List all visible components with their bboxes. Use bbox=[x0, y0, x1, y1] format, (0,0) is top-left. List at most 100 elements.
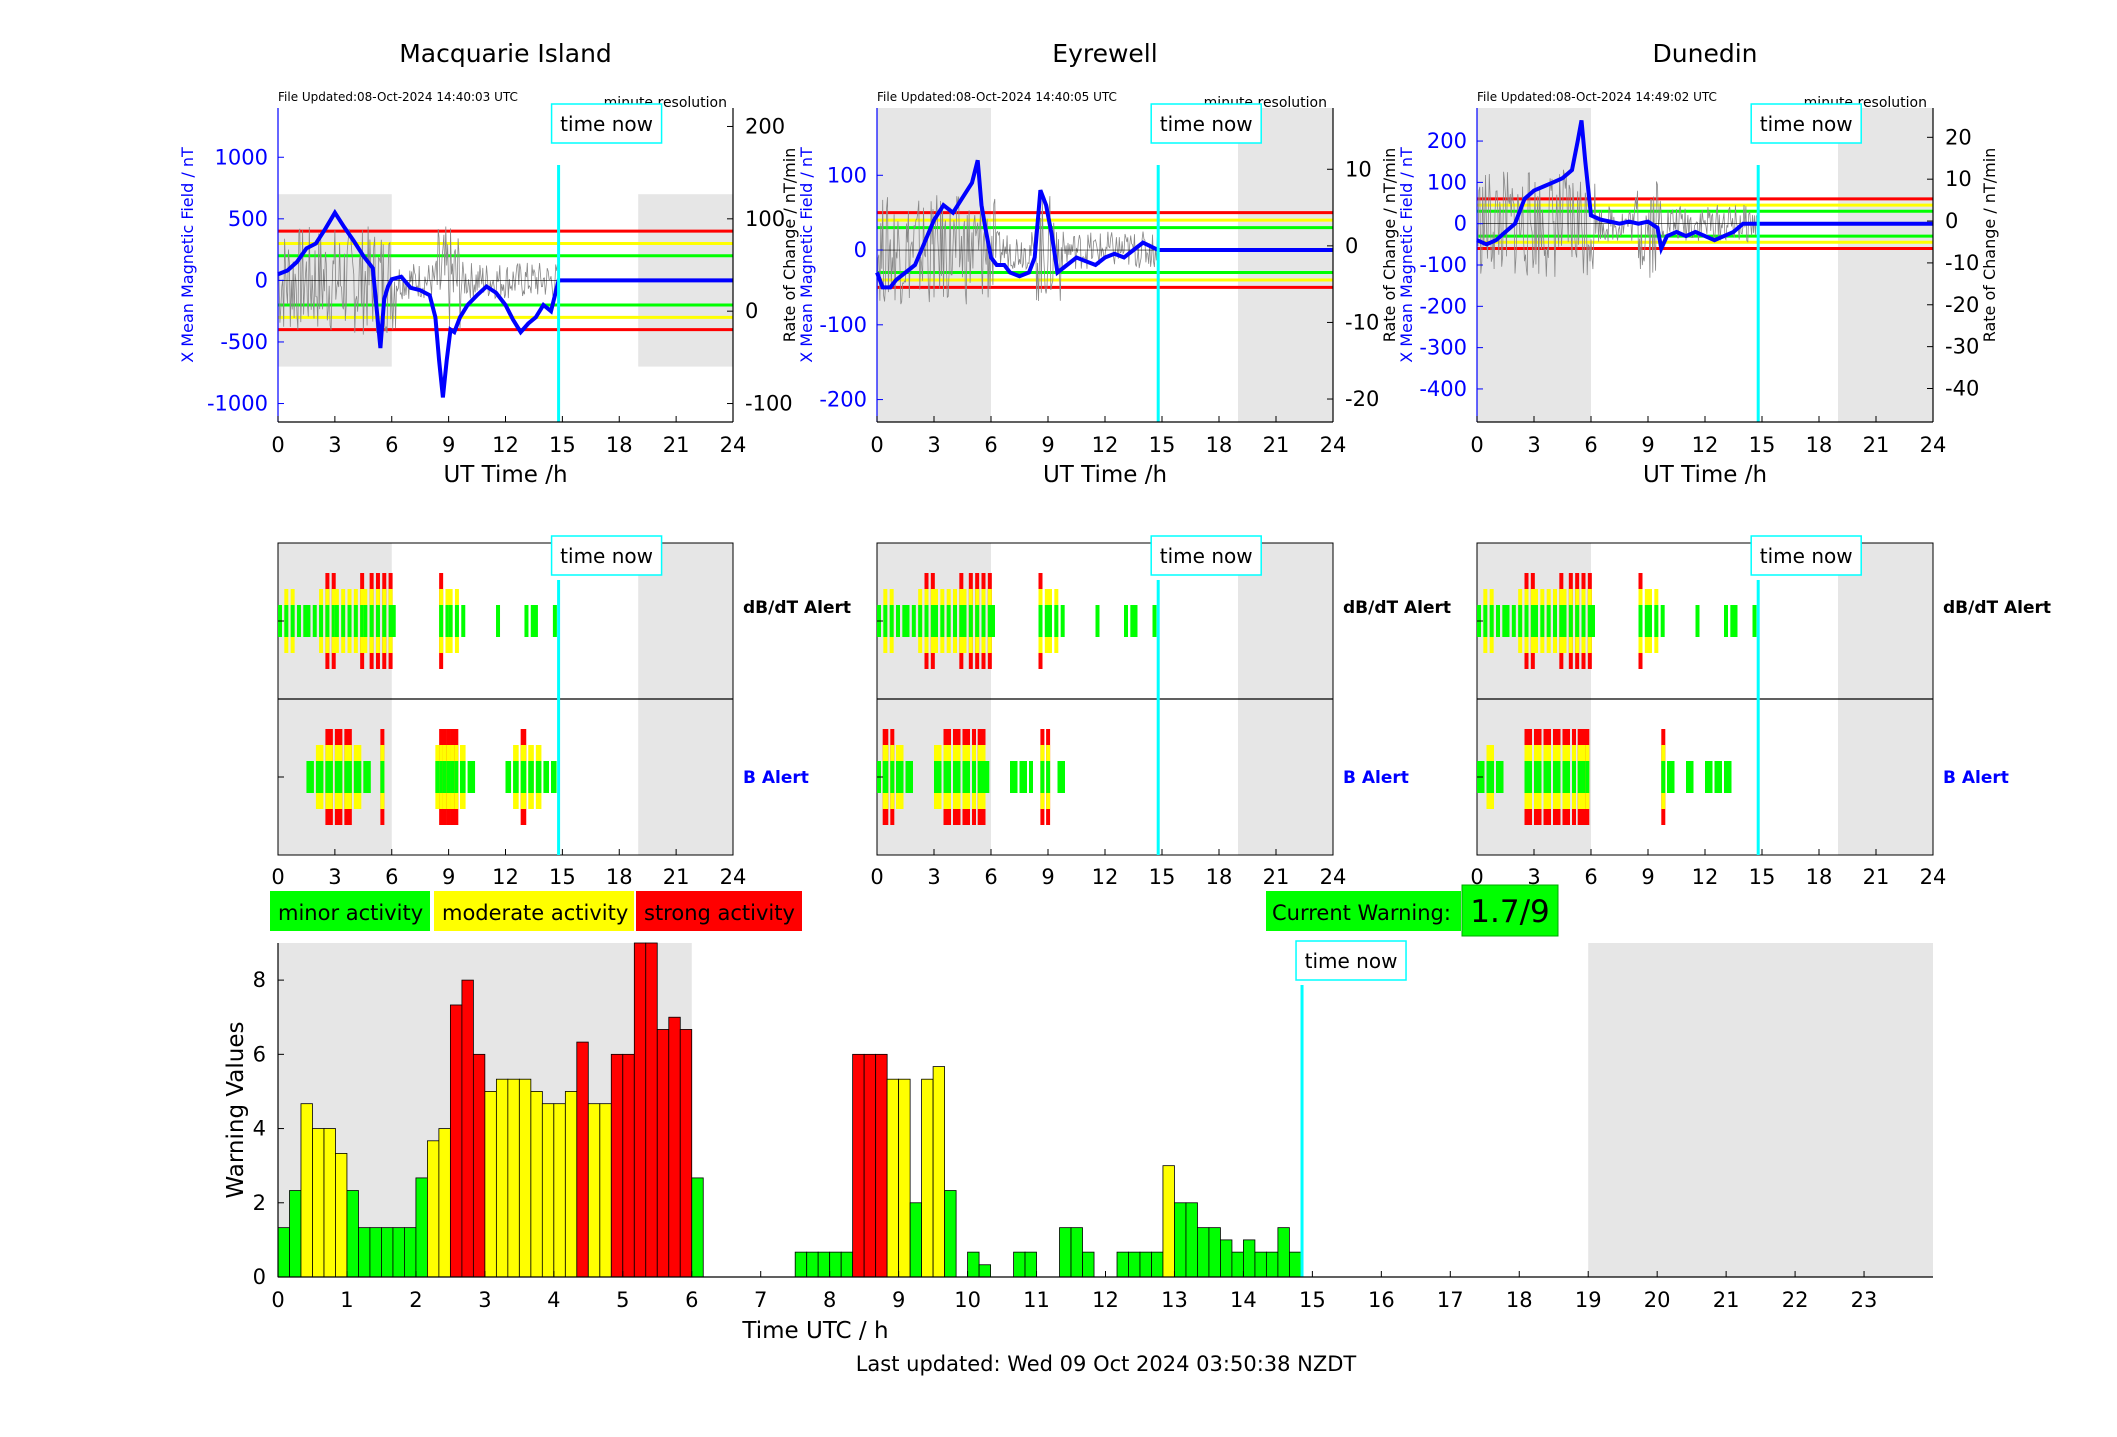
y-tick-left-label: -500 bbox=[220, 330, 268, 354]
x-tick-label: 21 bbox=[1713, 1288, 1740, 1312]
warning-bar bbox=[404, 1227, 417, 1278]
dbdt-alert-block bbox=[1044, 605, 1049, 637]
warning-bar bbox=[932, 1066, 945, 1278]
y-tick-left-label: -300 bbox=[1419, 336, 1467, 360]
dbdt-alert-block bbox=[924, 605, 929, 637]
warning-bar bbox=[323, 1128, 336, 1278]
x-tick-label: 2 bbox=[409, 1288, 422, 1312]
b-alert-block bbox=[981, 761, 986, 793]
b-alert-block bbox=[353, 761, 362, 793]
x-tick-label: 12 bbox=[1692, 865, 1719, 889]
b-alert-block bbox=[1040, 761, 1045, 793]
warning-bar bbox=[944, 1190, 957, 1278]
legend-label-moderate: moderate activity bbox=[442, 901, 628, 925]
warning-bar bbox=[358, 1227, 371, 1278]
y-tick-left-label: -1000 bbox=[207, 392, 268, 416]
dbdt-alert-block bbox=[312, 605, 317, 637]
x-tick-label: 23 bbox=[1851, 1288, 1878, 1312]
b-alert-block bbox=[344, 761, 352, 793]
alert-panel-1: time now 0 3 6 9 12 15 18 21 24 dB/dT Alert B Alert bbox=[271, 535, 851, 889]
b-alert-block bbox=[446, 761, 451, 793]
x-tick-label: 6 bbox=[1584, 433, 1597, 457]
y-tick-right-label: -10 bbox=[1945, 251, 1979, 275]
x-tick-label: 6 bbox=[385, 865, 398, 889]
dbdt-alert-block bbox=[975, 605, 980, 637]
time-now-label: time now bbox=[1760, 112, 1853, 136]
x-axis-label: Time UTC / h bbox=[741, 1318, 888, 1344]
x-tick-label: 24 bbox=[1320, 433, 1347, 457]
y-tick-right-label: 20 bbox=[1945, 125, 1972, 149]
warning-bar bbox=[1174, 1202, 1187, 1278]
dbdt-alert-block bbox=[940, 605, 945, 637]
x-tick-label: 1 bbox=[340, 1288, 353, 1312]
x-tick-label: 9 bbox=[442, 433, 455, 457]
time-now-label: time now bbox=[560, 544, 653, 568]
y-tick-right-label: -30 bbox=[1945, 335, 1979, 359]
warning-bar bbox=[564, 1091, 578, 1278]
y-tick-right-label: -40 bbox=[1945, 377, 1979, 401]
x-tick-label: 11 bbox=[1023, 1288, 1050, 1312]
dbdt-alert-block bbox=[1524, 605, 1529, 637]
x-tick-label: 10 bbox=[954, 1288, 981, 1312]
x-tick-label: 0 bbox=[1470, 433, 1483, 457]
warning-bar bbox=[1013, 1251, 1026, 1278]
b-alert-block bbox=[1661, 761, 1666, 793]
dbdt-alert-block bbox=[987, 605, 992, 637]
warning-bar bbox=[1024, 1251, 1037, 1278]
x-tick-label: 3 bbox=[478, 1288, 491, 1312]
x-tick-label: 24 bbox=[1920, 433, 1947, 457]
dbdt-alert-block bbox=[353, 605, 358, 637]
legend-label-strong: strong activity bbox=[644, 901, 795, 925]
dbdt-alert-block bbox=[454, 605, 459, 637]
dbdt-alert-block bbox=[496, 605, 501, 637]
night-shade bbox=[1588, 943, 1933, 1277]
warning-bar bbox=[541, 1103, 555, 1278]
warning-bar bbox=[794, 1251, 808, 1278]
rate-of-change-trace bbox=[876, 195, 1158, 305]
warning-bar bbox=[484, 1091, 497, 1278]
y-tick-right-label: -100 bbox=[745, 392, 793, 416]
b-alert-label: B Alert bbox=[1943, 768, 2009, 788]
y-tick-right-label: -20 bbox=[1345, 387, 1379, 411]
b-alert-block bbox=[1046, 761, 1051, 793]
x-tick-label: 6 bbox=[984, 433, 997, 457]
dbdt-alert-block bbox=[1133, 605, 1138, 637]
b-alert-block bbox=[1524, 761, 1532, 793]
station-panel-1: Macquarie Island File Updated:08-Oct-2024… bbox=[178, 39, 799, 488]
x-tick-label: 18 bbox=[1806, 865, 1833, 889]
x-tick-label: 12 bbox=[1692, 433, 1719, 457]
b-alert-block bbox=[1496, 761, 1504, 793]
time-now-label: time now bbox=[1160, 544, 1253, 568]
dbdt-alert-block bbox=[1505, 605, 1510, 637]
warning-bar bbox=[392, 1227, 405, 1278]
x-tick-label: 14 bbox=[1230, 1288, 1257, 1312]
warning-bar bbox=[1220, 1239, 1233, 1278]
y-tick-left-label: 100 bbox=[1427, 170, 1467, 194]
warning-bar bbox=[633, 942, 647, 1278]
dbdt-alert-block bbox=[1733, 605, 1738, 637]
b-alert-block bbox=[439, 761, 444, 793]
dbdt-alert-block bbox=[1124, 605, 1128, 637]
dbdt-alert-block bbox=[1575, 605, 1580, 637]
b-alert-block bbox=[1572, 761, 1576, 793]
b-alert-block bbox=[505, 761, 512, 793]
x-tick-label: 7 bbox=[754, 1288, 767, 1312]
x-tick-label: 6 bbox=[1584, 865, 1597, 889]
time-now-label: time now bbox=[1760, 544, 1853, 568]
b-alert-block bbox=[905, 761, 913, 793]
b-alert-block bbox=[985, 761, 990, 793]
warning-bar bbox=[507, 1078, 520, 1278]
legend-swatch-strong bbox=[636, 891, 802, 931]
x-tick-label: 24 bbox=[1920, 865, 1947, 889]
y-tick-left-label: -200 bbox=[819, 388, 867, 412]
warning-bar bbox=[1070, 1227, 1083, 1278]
b-alert-block bbox=[551, 761, 557, 793]
x-tick-label: 18 bbox=[606, 865, 633, 889]
dbdt-alert-block bbox=[1695, 605, 1700, 637]
legend-swatch-moderate bbox=[434, 891, 634, 931]
dbdt-alert-block bbox=[946, 605, 951, 637]
y-axis-right-label: Rate of Change / nT/min bbox=[1980, 148, 1999, 343]
station-panel-2: Eyrewell File Updated:08-Oct-2024 14:40:0… bbox=[797, 39, 1399, 488]
dbdt-alert-block bbox=[1048, 605, 1052, 637]
warning-bar bbox=[369, 1227, 382, 1278]
